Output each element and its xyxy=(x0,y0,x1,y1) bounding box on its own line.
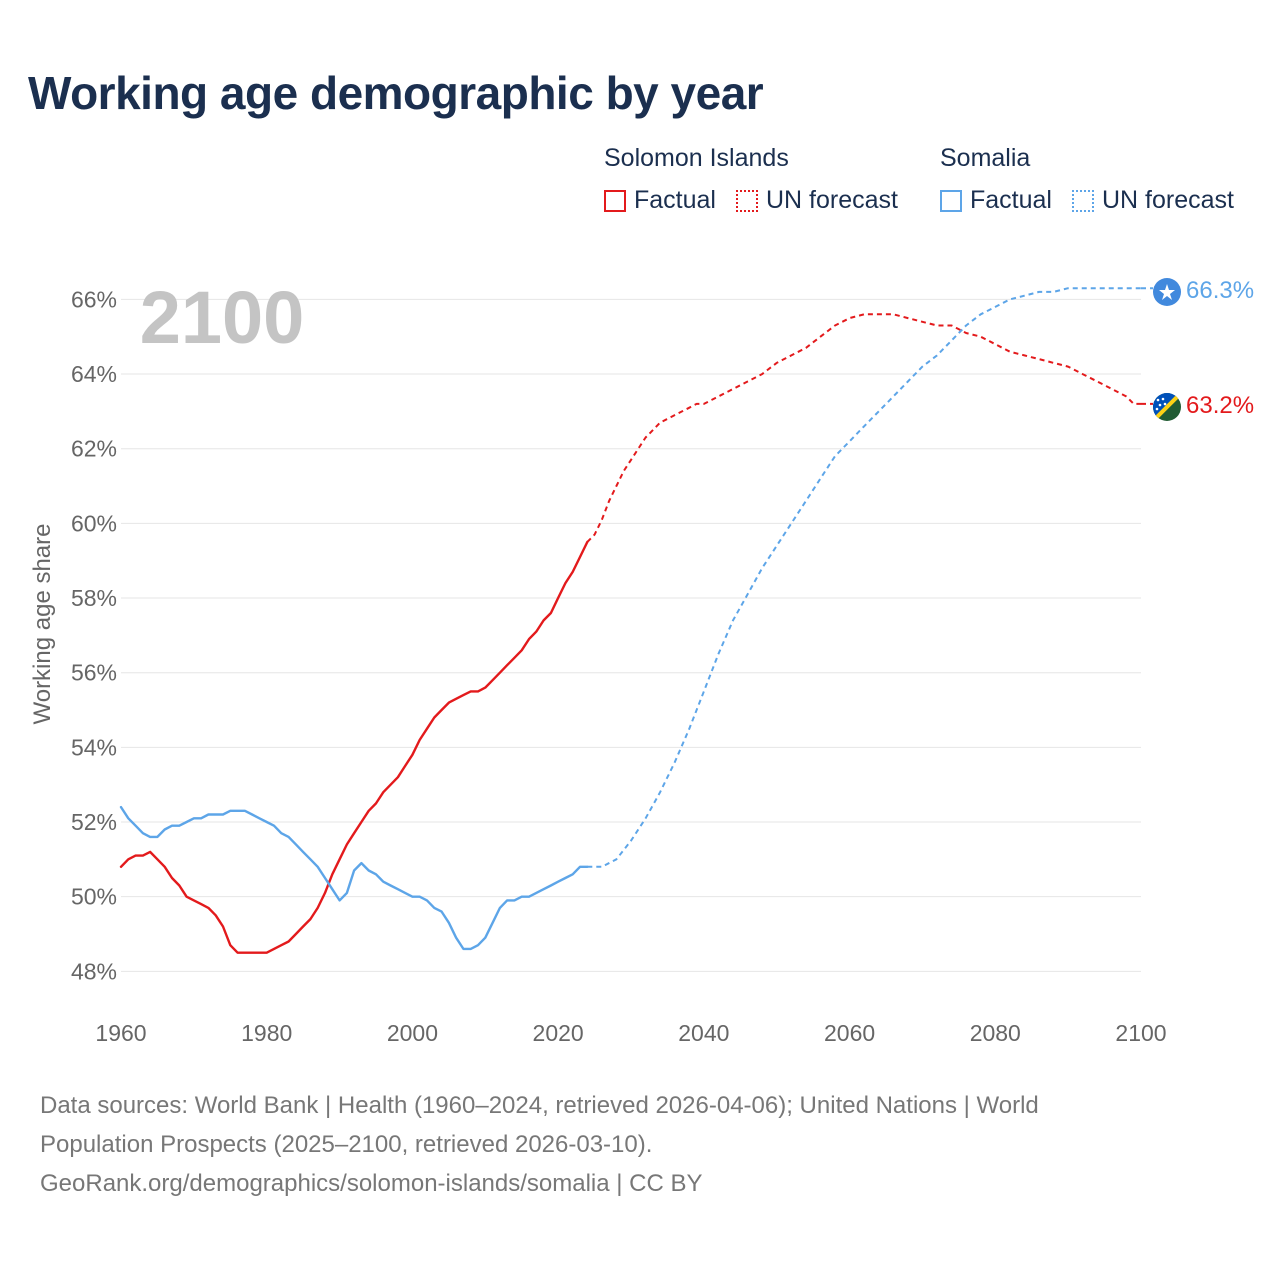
legend-label: UN forecast xyxy=(1101,186,1234,214)
solid-swatch-icon xyxy=(940,189,962,212)
end-label-somalia: 66.3% xyxy=(1186,277,1254,304)
line-chart: 48% 50% 52% 54% 56% 58% 60% 62% 64% 66% 1960 1980 2… xyxy=(29,276,1254,1046)
footer-line: Population Prospects (2025–2100, retriev… xyxy=(40,1131,653,1158)
y-tick-label: 60% xyxy=(71,510,117,536)
legend-item-solomon-forecast[interactable]: UN forecast xyxy=(735,186,898,215)
footer-sources: Data sources: World Bank | Health (1960–… xyxy=(40,1086,1240,1203)
solomon-islands-flag-icon[interactable] xyxy=(1151,391,1183,423)
legend-label: Factual xyxy=(634,186,716,214)
legend-item-somalia-factual[interactable]: Factual xyxy=(940,186,1052,215)
x-tick-label: 1960 xyxy=(95,1020,146,1046)
legend-item-solomon-factual[interactable]: Factual xyxy=(604,186,716,215)
y-tick-label: 66% xyxy=(71,286,117,312)
legend-group-name: Solomon Islands xyxy=(604,144,789,172)
x-tick-label: 2080 xyxy=(970,1020,1021,1046)
y-tick-label: 62% xyxy=(71,436,117,462)
series-line-3[interactable] xyxy=(587,287,1141,868)
legend-label: UN forecast xyxy=(765,186,898,214)
y-tick-label: 52% xyxy=(71,809,117,835)
x-tick-label: 2060 xyxy=(824,1020,875,1046)
legend-group-name: Somalia xyxy=(940,144,1031,172)
y-axis-label: Working age share xyxy=(29,524,56,725)
y-tick-label: 58% xyxy=(71,585,117,611)
series-line-2[interactable] xyxy=(119,805,589,951)
legend-label: Factual xyxy=(970,186,1052,214)
y-axis-ticks: 48% 50% 52% 54% 56% 58% 60% 62% 64% 66% xyxy=(71,286,117,984)
x-tick-label: 1980 xyxy=(241,1020,292,1046)
x-axis-ticks: 1960 1980 2000 2020 2040 2060 2080 2100 xyxy=(95,1020,1166,1046)
footer-line: Data sources: World Bank | Health (1960–… xyxy=(40,1092,1039,1119)
chart-title: Working age demographic by year xyxy=(28,67,764,119)
dotted-swatch-icon xyxy=(1071,189,1094,212)
solid-swatch-icon xyxy=(604,189,626,212)
legend-item-somalia-forecast[interactable]: UN forecast xyxy=(1071,186,1234,215)
y-tick-label: 48% xyxy=(71,958,117,984)
legend-group-somalia: Somalia Factual UN forecast xyxy=(940,144,1234,215)
footer-link[interactable]: GeoRank.org/demographics/solomon-islands… xyxy=(40,1170,703,1197)
dotted-swatch-icon xyxy=(735,189,758,212)
y-tick-label: 54% xyxy=(71,734,117,760)
y-tick-label: 56% xyxy=(71,660,117,686)
y-tick-label: 50% xyxy=(71,884,117,910)
year-watermark: 2100 xyxy=(140,276,305,359)
series-lines xyxy=(119,287,1153,954)
somalia-flag-icon[interactable] xyxy=(1153,278,1181,306)
x-tick-label: 2100 xyxy=(1115,1020,1166,1046)
end-label-solomon: 63.2% xyxy=(1186,392,1254,419)
series-line-0[interactable] xyxy=(119,540,589,954)
x-tick-label: 2040 xyxy=(678,1020,729,1046)
gridlines xyxy=(121,298,1141,972)
y-tick-label: 64% xyxy=(71,361,117,387)
series-line-1[interactable] xyxy=(586,313,1141,543)
legend-group-solomon: Solomon Islands Factual UN forecast xyxy=(604,144,898,215)
x-tick-label: 2020 xyxy=(533,1020,584,1046)
x-tick-label: 2000 xyxy=(387,1020,438,1046)
